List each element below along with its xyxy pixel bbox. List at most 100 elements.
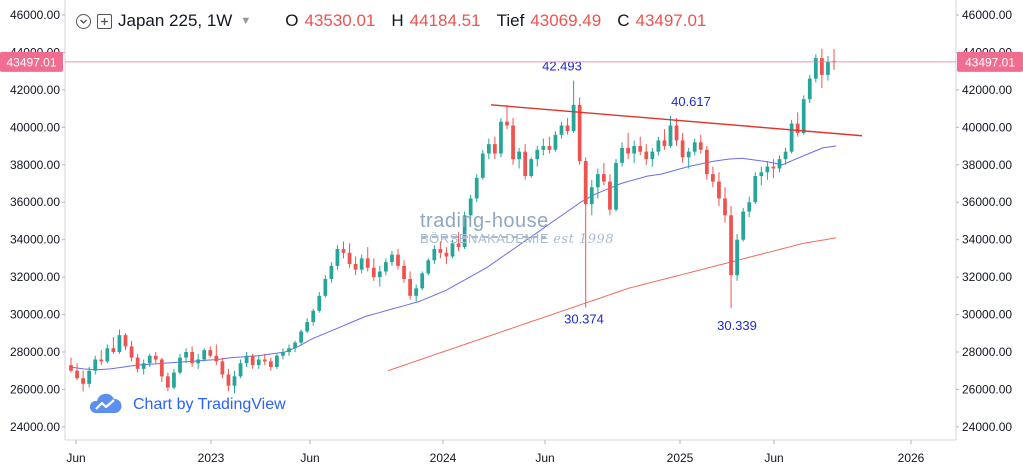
candle-body [196,359,201,364]
candle-body [795,123,800,133]
candle-body [414,288,419,296]
candle-body [420,273,425,289]
candle-body [759,172,764,176]
candle-body [256,359,261,366]
candle-body [317,295,322,311]
tradingview-badge[interactable]: Chart by TradingView [87,392,286,418]
compare-plus-icon[interactable] [97,13,112,29]
candle-body [468,198,473,216]
candle-body [704,149,709,175]
y-tick-label-right: 28000.00 [962,345,1012,359]
y-tick-label-left: 36000.00 [10,195,60,209]
candle-body [135,357,140,369]
candle-body [602,174,606,182]
candle-body [81,378,85,384]
candle-body [335,249,340,266]
symbol-dropdown-icon[interactable]: ▼ [240,15,252,27]
candle-body [117,335,122,352]
candle-body [153,355,158,360]
candle-body [680,140,685,158]
candle-body [692,142,697,152]
candle-body [268,361,273,367]
candle-body [444,252,449,257]
candle-body [238,363,243,377]
candle-body [807,78,812,100]
candle-body [93,359,98,371]
candle-body [99,359,104,362]
candle-body [674,125,679,141]
candle-body [547,146,552,150]
candle-body [202,350,207,360]
candle-body [462,215,467,248]
symbol-label[interactable]: Japan 225, 1W [118,11,233,30]
candle-body [390,254,394,263]
y-tick-label-left: 32000.00 [10,270,60,284]
close-label: C [617,11,630,30]
candle-body [595,174,600,188]
x-tick-label: Jun [535,451,554,465]
price-annotation: 42.493 [542,59,582,74]
candle-body [377,271,382,278]
y-tick-label-right: 32000.00 [962,270,1012,284]
candle-body [820,58,824,75]
candle-body [87,370,92,384]
candle-body [559,125,564,135]
open-label: O [285,11,299,30]
candle-body [505,121,509,126]
candle-body [826,61,830,75]
collapse-chevron-icon[interactable] [76,13,91,29]
y-tick-label-left: 30000.00 [10,308,60,322]
candle-body [480,153,485,178]
candle-body [287,348,291,352]
candle-body [159,359,164,377]
x-tick-label: Jun [764,451,783,465]
x-tick-label: 2026 [898,451,925,465]
open-value: 43530.01 [304,11,376,30]
x-tick-label: 2024 [430,451,457,465]
candle-body [801,99,806,133]
candle-body [529,159,534,176]
y-tick-label-right: 30000.00 [962,308,1012,322]
candle-body [371,267,376,278]
candle-body [686,151,691,158]
candle-body [299,331,303,343]
y-tick-label-left: 28000.00 [10,345,60,359]
candle-body [583,161,588,205]
candle-body [698,142,703,150]
candle-body [511,125,515,160]
candle-body [644,151,649,160]
candle-body [111,348,116,352]
x-tick-label: Jun [300,451,319,465]
low-value: 43069.49 [530,11,602,30]
candle-body [620,147,624,163]
close-value: 43497.01 [635,11,707,30]
y-tick-label-left: 42000.00 [10,83,60,97]
high-label: H [391,11,404,30]
candle-body [753,176,758,203]
candle-body [184,352,188,358]
candle-body [650,151,655,160]
tradingview-text[interactable]: Chart by TradingView [133,396,286,413]
candle-body [208,350,213,356]
price-annotation: 30.374 [564,312,604,327]
candle-body [402,265,406,279]
candle-body [172,372,176,388]
candle-body [632,146,637,154]
y-tick-label-right: 46000.00 [962,8,1012,22]
candle-body [281,352,285,356]
candle-body [432,249,437,261]
candle-body [365,258,370,268]
y-tick-label-right: 36000.00 [962,195,1012,209]
candle-body [450,243,455,257]
price-annotation: 40.617 [671,94,711,109]
resistance-trendline [490,104,863,137]
candle-body [777,159,782,169]
candle-body [244,355,249,364]
candle-body [341,249,346,253]
low-label: Tief [496,11,525,30]
candle-body [456,243,461,248]
candle-body [717,181,721,199]
candle-body [499,121,503,154]
candle-body [347,252,352,264]
